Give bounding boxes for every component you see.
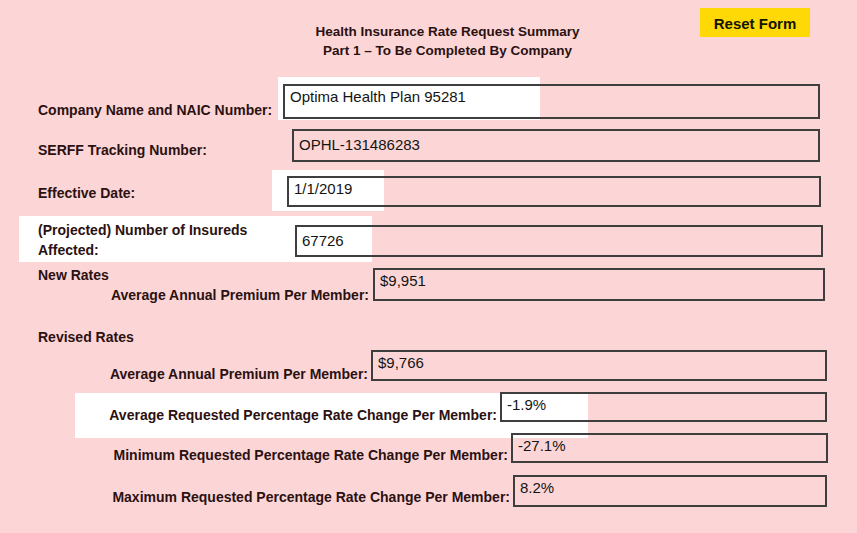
new-avg-premium-input[interactable]: $9,951: [373, 268, 825, 301]
new-avg-premium-label: Average Annual Premium Per Member:: [111, 287, 369, 303]
effective-date-input[interactable]: 1/1/2019: [287, 176, 821, 207]
form-title-line2: Part 1 – To Be Completed By Company: [240, 41, 655, 60]
max-change-label: Maximum Requested Percentage Rate Change…: [112, 489, 510, 505]
avg-change-input[interactable]: -1.9%: [500, 392, 827, 422]
insureds-label-line2: Affected:: [38, 240, 247, 260]
insureds-value: 67726: [297, 227, 821, 249]
avg-change-label: Average Requested Percentage Rate Change…: [109, 407, 497, 423]
revised-avg-premium-value: $9,766: [373, 352, 825, 371]
serff-tracking-value: OPHL-131486283: [294, 131, 818, 153]
max-change-input[interactable]: 8.2%: [513, 475, 827, 507]
insureds-input[interactable]: 67726: [295, 225, 823, 257]
avg-change-value: -1.9%: [502, 394, 825, 413]
company-name-label: Company Name and NAIC Number:: [38, 102, 272, 118]
reset-form-button[interactable]: Reset Form: [700, 8, 810, 37]
revised-avg-premium-label: Average Annual Premium Per Member:: [110, 366, 368, 382]
form-title-line1: Health Insurance Rate Request Summary: [240, 22, 655, 41]
effective-date-value: 1/1/2019: [289, 178, 819, 197]
company-name-value: Optima Health Plan 95281: [285, 86, 818, 105]
new-avg-premium-value: $9,951: [375, 270, 823, 289]
rate-request-form: Health Insurance Rate Request Summary Pa…: [0, 0, 857, 533]
effective-date-label: Effective Date:: [38, 185, 135, 201]
company-name-input[interactable]: Optima Health Plan 95281: [283, 84, 820, 119]
serff-tracking-label: SERFF Tracking Number:: [38, 142, 207, 158]
insureds-label: (Projected) Number of Insureds Affected:: [38, 220, 247, 260]
min-change-label: Minimum Requested Percentage Rate Change…: [114, 447, 508, 463]
revised-avg-premium-input[interactable]: $9,766: [371, 350, 827, 381]
min-change-value: -27.1%: [513, 435, 826, 454]
new-rates-section-label: New Rates: [38, 267, 109, 283]
serff-tracking-input[interactable]: OPHL-131486283: [292, 129, 820, 162]
revised-rates-section-label: Revised Rates: [38, 329, 134, 345]
form-title: Health Insurance Rate Request Summary Pa…: [240, 22, 655, 60]
min-change-input[interactable]: -27.1%: [511, 433, 828, 463]
max-change-value: 8.2%: [515, 477, 825, 496]
insureds-label-line1: (Projected) Number of Insureds: [38, 220, 247, 240]
